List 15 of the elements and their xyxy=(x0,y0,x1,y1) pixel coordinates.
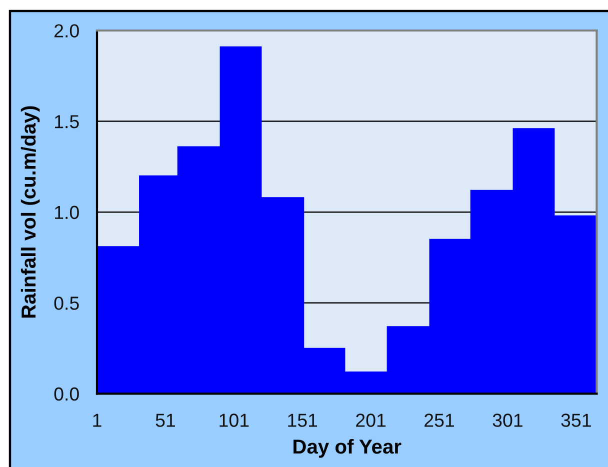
x-tick-label: 1 xyxy=(93,414,102,427)
x-tick-label: 351 xyxy=(561,414,591,427)
x-tick-label: 151 xyxy=(288,414,318,427)
y-tick-label: 0.5 xyxy=(54,296,79,310)
y-axis-title: Rainfall vol (cu.m/day) xyxy=(20,106,40,318)
x-axis-title: Day of Year xyxy=(294,438,402,458)
y-tick-label: 2.0 xyxy=(54,24,79,38)
y-tick-label: 1.0 xyxy=(55,206,79,220)
y-tick-label: 0.0 xyxy=(54,387,79,401)
y-tick-label: 1.5 xyxy=(55,115,79,128)
x-tick-label: 301 xyxy=(492,414,522,427)
x-tick-label: 51 xyxy=(156,414,175,427)
x-tick-label: 201 xyxy=(356,414,386,427)
x-tick-label: 251 xyxy=(424,414,454,427)
x-tick-label: 101 xyxy=(220,414,249,427)
